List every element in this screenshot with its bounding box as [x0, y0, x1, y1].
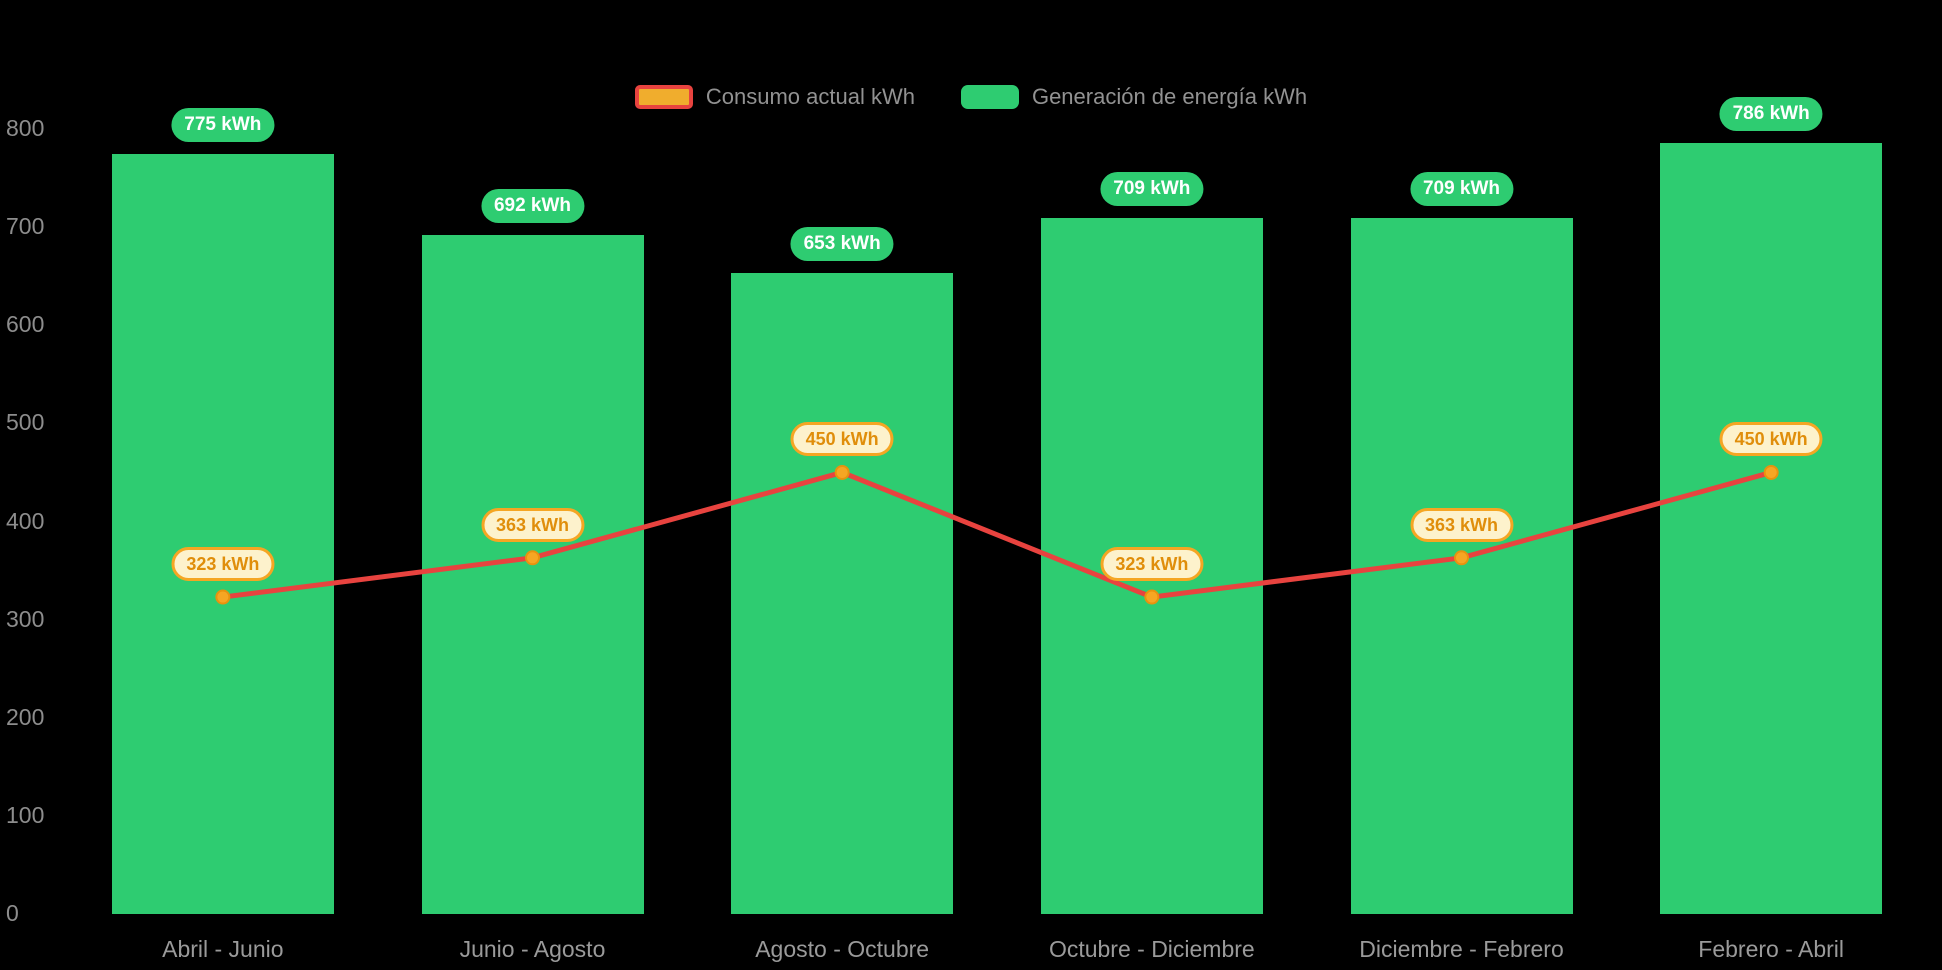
generation-value-badge: 709 kWh — [1100, 172, 1204, 207]
x-axis-category-label: Abril - Junio — [162, 936, 284, 962]
consumption-value-badge: 363 kWh — [1409, 507, 1514, 542]
legend-swatch-consumo — [634, 85, 693, 109]
y-axis-tick-label: 200 — [6, 703, 45, 730]
y-axis-tick-label: 100 — [6, 801, 45, 828]
generation-value-badge: 653 kWh — [790, 227, 894, 262]
generation-bar[interactable] — [111, 153, 334, 914]
legend-item-consumo[interactable]: Consumo actual kWh — [634, 84, 915, 110]
consumption-point[interactable] — [525, 550, 540, 566]
generation-value-badge: 786 kWh — [1719, 96, 1823, 131]
consumption-point[interactable] — [834, 464, 850, 480]
y-axis-tick-label: 500 — [6, 409, 45, 436]
consumption-value-badge: 450 kWh — [1719, 422, 1823, 457]
consumption-value-badge: 323 kWh — [1100, 547, 1204, 582]
y-axis-tick-label: 300 — [6, 605, 45, 632]
consumption-value-badge: 450 kWh — [790, 422, 894, 457]
x-axis-category-label: Diciembre - Febrero — [1359, 936, 1564, 962]
generation-value-badge: 775 kWh — [171, 107, 275, 142]
legend-item-generacion[interactable]: Generación de energía kWh — [960, 84, 1308, 110]
generation-value-badge: 692 kWh — [480, 188, 585, 223]
y-axis-tick-label: 700 — [6, 213, 45, 240]
consumption-point[interactable] — [215, 589, 231, 605]
generation-bar[interactable] — [731, 273, 954, 914]
x-axis-category-label: Febrero - Abril — [1698, 936, 1845, 962]
consumption-point[interactable] — [1454, 550, 1469, 566]
legend-swatch-generacion — [960, 85, 1019, 109]
x-axis-category-label: Octubre - Diciembre — [1048, 936, 1255, 962]
generation-value-badge: 709 kWh — [1409, 172, 1514, 207]
consumption-point[interactable] — [1763, 464, 1779, 480]
x-axis-category-label: Junio - Agosto — [459, 936, 606, 962]
y-axis-tick-label: 800 — [6, 115, 45, 141]
x-axis-category-label: Agosto - Octubre — [755, 936, 930, 962]
legend-label-generacion: Generación de energía kWh — [1031, 84, 1308, 109]
consumption-point[interactable] — [1144, 589, 1160, 605]
consumption-line — [222, 469, 1772, 600]
consumption-value-badge: 323 kWh — [171, 547, 275, 582]
legend-label-consumo: Consumo actual kWh — [705, 84, 915, 109]
generation-bar[interactable] — [421, 234, 644, 914]
generation-bar[interactable] — [1660, 142, 1883, 914]
y-axis-tick-label: 600 — [6, 311, 45, 338]
y-axis-tick-label: 400 — [6, 507, 45, 534]
chart-legend: Consumo actual kWh Generación de energía… — [0, 84, 1942, 110]
consumption-value-badge: 363 kWh — [480, 507, 585, 542]
y-axis-tick-label: 0 — [6, 900, 19, 926]
